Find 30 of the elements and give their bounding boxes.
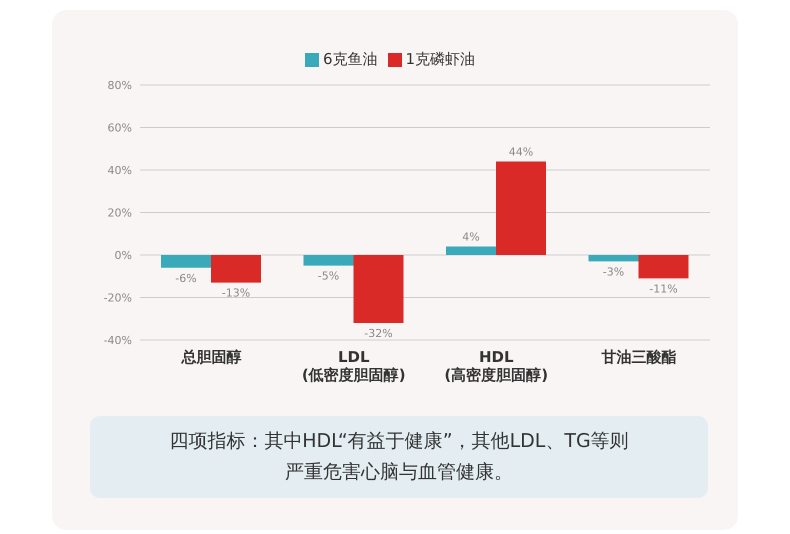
x-tick-label: HDL (高密度胆固醇) xyxy=(444,348,548,384)
data-label: 44% xyxy=(508,146,534,158)
legend-label: 1克磷虾油 xyxy=(406,50,476,68)
bar xyxy=(588,255,638,262)
bar xyxy=(354,255,404,323)
y-tick-label: 0% xyxy=(114,248,132,262)
data-label: 4% xyxy=(462,230,480,244)
y-tick-label: 20% xyxy=(108,206,132,220)
x-tick-label: LDL (低密度胆固醇) xyxy=(302,348,406,384)
text: 四项指标：其中HDL“有益于健康”，其他LDL、TG等则严重危害心脑与血管健康。 xyxy=(168,429,630,485)
x-tick-label: 总胆固醇 xyxy=(180,348,242,366)
y-tick-label: 60% xyxy=(108,121,132,134)
data-label: -32% xyxy=(364,327,393,340)
y-tick-label: -20% xyxy=(104,291,132,304)
bar xyxy=(496,162,546,255)
bar xyxy=(446,246,496,255)
y-tick-label: -40% xyxy=(104,334,132,347)
data-label: -3% xyxy=(602,265,624,278)
legend-label: 6克鱼油 xyxy=(322,50,378,68)
bar xyxy=(638,255,688,278)
data-label: -11% xyxy=(649,282,678,296)
data-label: -5% xyxy=(318,270,340,283)
x-tick-label: 甘油三酸酯 xyxy=(600,348,676,366)
bar xyxy=(211,255,261,283)
bar xyxy=(304,255,354,266)
data-label: -13% xyxy=(222,286,250,300)
bar xyxy=(161,255,211,268)
y-tick-label: 40% xyxy=(108,164,132,177)
data-label: -6% xyxy=(175,272,197,285)
y-tick-label: 80% xyxy=(108,78,132,92)
